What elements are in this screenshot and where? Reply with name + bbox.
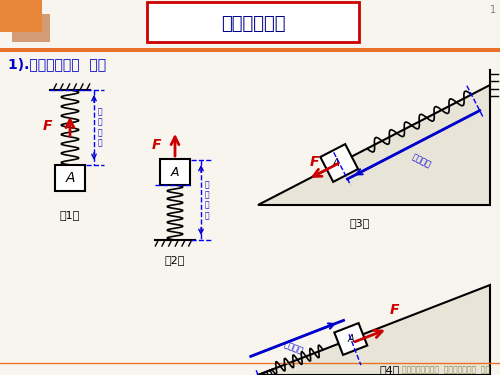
FancyBboxPatch shape [147,2,359,42]
Text: 1: 1 [490,5,496,15]
Text: A: A [333,158,340,168]
Text: A: A [65,171,75,185]
Text: 弹
簧
原
长: 弹 簧 原 长 [205,180,210,220]
Bar [0,0,500,48]
Text: A: A [171,165,179,178]
Text: 弹簧原长: 弹簧原长 [282,340,304,356]
Text: 1).轻弹簧的弹力  练习: 1).轻弹簧的弹力 练习 [8,57,106,71]
Polygon shape [258,85,490,205]
Bar [0,0,55,48]
Text: 受力分析模型总结  四川省通江中学  陈昭: 受力分析模型总结 四川省通江中学 陈昭 [402,366,490,375]
Polygon shape [258,285,490,375]
Text: 常见弹力总结: 常见弹力总结 [221,15,285,33]
Text: F: F [152,138,161,152]
Bar [160,159,190,185]
Text: F: F [310,155,320,169]
Polygon shape [320,144,358,182]
Text: （1）: （1） [60,210,80,220]
Polygon shape [334,323,368,355]
Text: （4）: （4） [380,365,400,375]
Bar [0,0,42,32]
Bar [0,48,500,52]
Text: F: F [390,303,399,317]
Text: 弹簧原长: 弹簧原长 [410,153,432,170]
Text: 弹
簧
原
长: 弹 簧 原 长 [98,107,102,148]
Text: F: F [42,119,52,134]
Bar [12,14,50,42]
Bar [55,165,85,191]
Text: （2）: （2） [165,255,185,265]
Text: （3）: （3） [350,218,370,228]
Text: A: A [348,334,354,344]
